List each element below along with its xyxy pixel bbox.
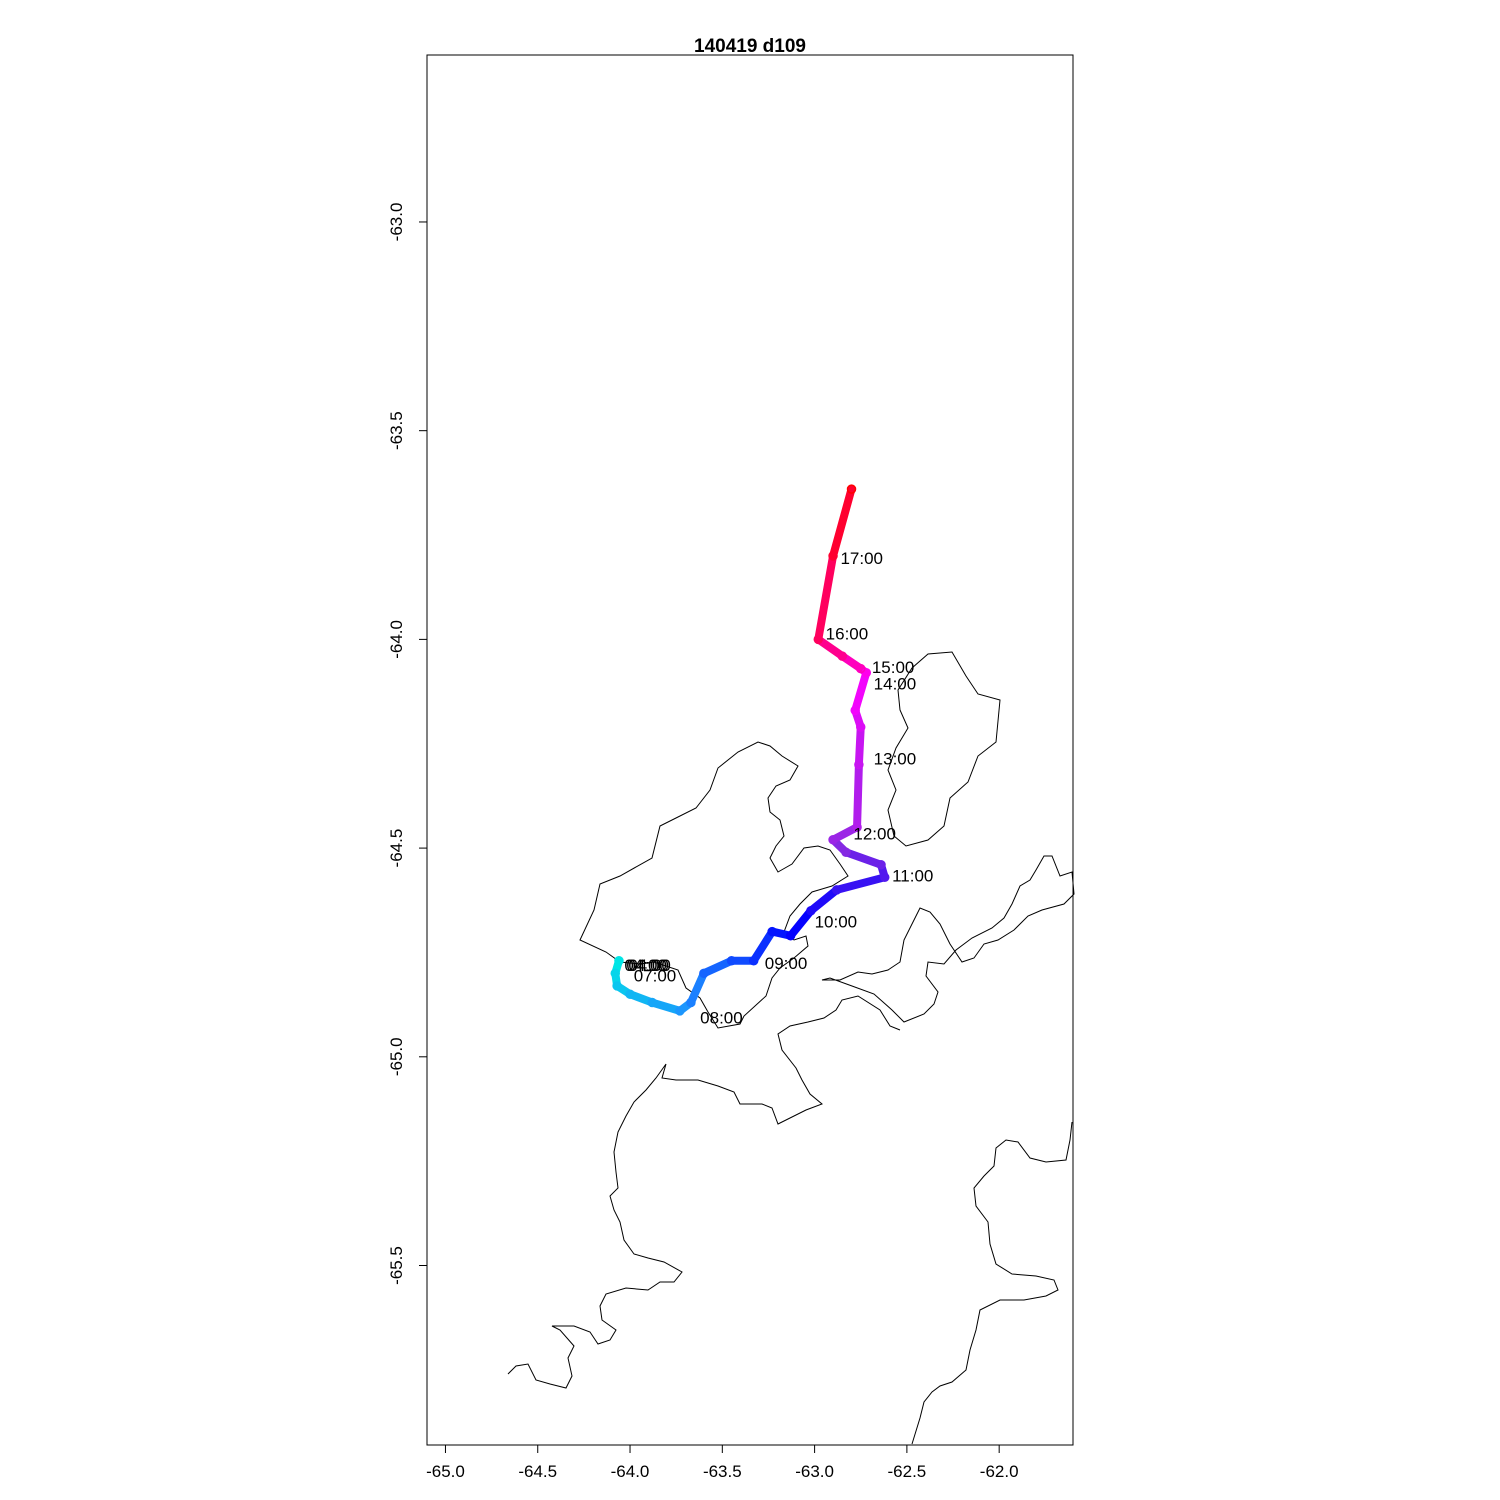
- time-label: 15:00: [872, 658, 915, 677]
- y-tick-label: -63.0: [387, 203, 406, 242]
- track-segment: [841, 848, 886, 869]
- time-label: 08:00: [700, 1008, 743, 1027]
- track-segment: [648, 998, 684, 1015]
- track-point: [625, 989, 635, 999]
- track-point: [767, 926, 777, 937]
- track-point: [806, 905, 816, 916]
- time-label: 09:00: [765, 954, 808, 973]
- track-point: [610, 968, 621, 979]
- x-tick-label: -62.0: [980, 1462, 1019, 1481]
- coastline-east-peninsula: [821, 855, 1075, 1023]
- track-segment: [853, 760, 863, 832]
- track-segment: [786, 906, 815, 940]
- track-point: [854, 759, 864, 770]
- time-label: 07:00: [634, 967, 677, 986]
- x-tick-label: -65.0: [426, 1462, 465, 1481]
- track-point: [855, 663, 866, 674]
- track-segment: [854, 723, 865, 769]
- x-axis: -65.0 -64.5 -64.0 -63.5 -63.0 -62.5 -62.0: [426, 1444, 1019, 1481]
- track-point: [785, 931, 796, 941]
- track-point: [686, 997, 696, 1008]
- y-tick-label: -65.5: [387, 1246, 406, 1285]
- track-point: [828, 551, 838, 561]
- track-segment: [851, 668, 871, 715]
- y-tick-label: -63.5: [387, 411, 406, 450]
- time-label-overlap: 04:00: [624, 956, 667, 975]
- track-segment: [829, 485, 856, 560]
- track-point: [647, 997, 657, 1008]
- x-tick-label: -63.5: [703, 1462, 742, 1481]
- time-label: 11:00: [892, 866, 933, 885]
- track-point: [850, 705, 860, 716]
- coastline-southeast-landmass: [911, 1121, 1073, 1445]
- time-label: 10:00: [815, 912, 858, 931]
- track-point: [726, 956, 737, 966]
- track-point: [813, 634, 824, 645]
- track-point: [748, 956, 759, 966]
- track-point: [876, 860, 886, 870]
- track-segment: [814, 551, 838, 644]
- track-point: [614, 956, 624, 966]
- y-tick-label: -64.5: [387, 829, 406, 868]
- y-tick-label: -64.0: [387, 620, 406, 659]
- track-point: [612, 981, 622, 991]
- track-segment: [814, 635, 847, 661]
- track-point: [879, 872, 890, 883]
- plot-frame: [426, 54, 1074, 1446]
- track-point: [675, 1006, 685, 1016]
- track-point: [846, 484, 857, 494]
- track-point: [828, 834, 838, 845]
- coastlines: [507, 651, 1075, 1445]
- time-label: 13:00: [874, 750, 917, 769]
- y-axis: -63.0 -63.5 -64.0 -64.5 -65.0 -65.5: [387, 203, 428, 1285]
- x-tick-label: -63.0: [795, 1462, 834, 1481]
- track-segment: [832, 873, 889, 894]
- coastline-central-island: [579, 741, 849, 1029]
- track-point: [852, 822, 862, 832]
- track-segment: [686, 969, 708, 1007]
- track-point: [837, 651, 848, 661]
- track-point: [841, 847, 851, 858]
- track-segment: [806, 885, 841, 915]
- x-tick-label: -64.0: [611, 1462, 650, 1481]
- ship-track: [610, 484, 890, 1016]
- track-point: [831, 885, 842, 895]
- track-point: [699, 968, 709, 979]
- coastline-north-island: [887, 651, 1001, 847]
- x-tick-label: -64.5: [518, 1462, 557, 1481]
- time-label: 16:00: [826, 624, 869, 643]
- track-segment: [749, 927, 777, 965]
- plot-title: 140419 d109: [694, 36, 806, 57]
- time-label-overlap: 04:00: [628, 956, 671, 975]
- x-tick-label: -62.5: [888, 1462, 927, 1481]
- y-tick-label: -65.0: [387, 1037, 406, 1076]
- time-label: 14:00: [874, 674, 917, 693]
- track-segment: [699, 956, 736, 978]
- time-labels: 07:00 08:00 09:00 10:00 11:00 12:00 13:00 14:00…: [624, 549, 933, 1027]
- coastline-south-mainland: [507, 995, 901, 1389]
- track-point: [855, 722, 866, 732]
- time-label: 12:00: [853, 825, 896, 844]
- time-label: 17:00: [840, 549, 883, 568]
- time-label-overlap: 04:00: [626, 956, 669, 975]
